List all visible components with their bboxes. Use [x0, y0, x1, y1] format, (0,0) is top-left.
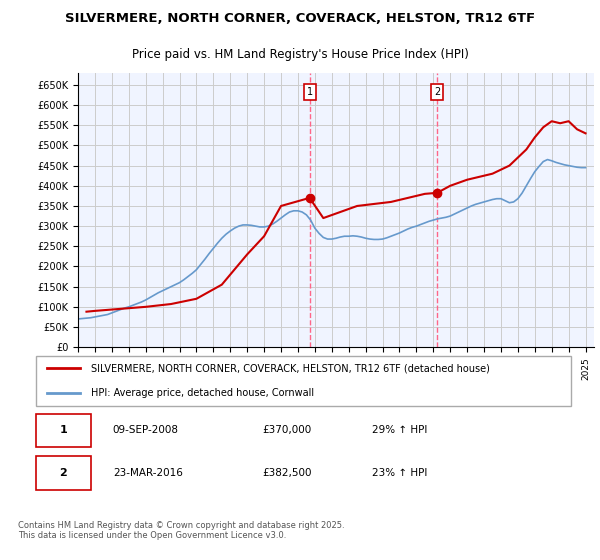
Text: £382,500: £382,500	[262, 468, 311, 478]
Text: 1: 1	[59, 425, 67, 435]
Text: HPI: Average price, detached house, Cornwall: HPI: Average price, detached house, Corn…	[91, 388, 314, 398]
Text: 23% ↑ HPI: 23% ↑ HPI	[372, 468, 428, 478]
FancyBboxPatch shape	[35, 413, 91, 447]
Text: Contains HM Land Registry data © Crown copyright and database right 2025.
This d: Contains HM Land Registry data © Crown c…	[18, 521, 344, 540]
Text: 2: 2	[59, 468, 67, 478]
Text: 29% ↑ HPI: 29% ↑ HPI	[372, 425, 428, 435]
Text: 1: 1	[307, 87, 313, 97]
FancyBboxPatch shape	[35, 356, 571, 406]
Text: Price paid vs. HM Land Registry's House Price Index (HPI): Price paid vs. HM Land Registry's House …	[131, 48, 469, 61]
Text: 2: 2	[434, 87, 440, 97]
Text: 09-SEP-2008: 09-SEP-2008	[113, 425, 179, 435]
Text: SILVERMERE, NORTH CORNER, COVERACK, HELSTON, TR12 6TF (detached house): SILVERMERE, NORTH CORNER, COVERACK, HELS…	[91, 363, 490, 374]
Text: SILVERMERE, NORTH CORNER, COVERACK, HELSTON, TR12 6TF: SILVERMERE, NORTH CORNER, COVERACK, HELS…	[65, 12, 535, 25]
Text: £370,000: £370,000	[262, 425, 311, 435]
Text: 23-MAR-2016: 23-MAR-2016	[113, 468, 182, 478]
FancyBboxPatch shape	[35, 456, 91, 489]
